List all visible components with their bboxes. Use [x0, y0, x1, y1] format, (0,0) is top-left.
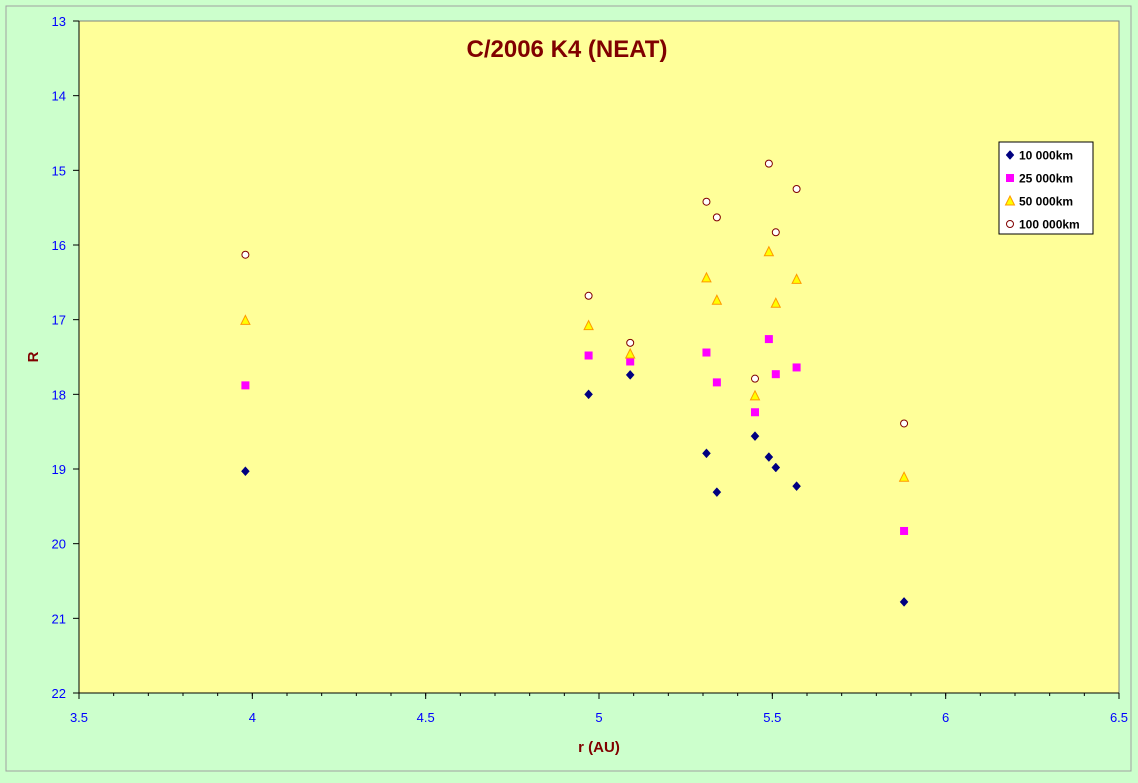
data-point	[626, 338, 635, 347]
series-2	[241, 335, 909, 535]
y-tick-label: 16	[52, 238, 66, 253]
data-point	[792, 363, 801, 372]
data-point	[764, 159, 773, 168]
y-tick-label: 21	[52, 611, 66, 626]
data-point	[584, 389, 593, 400]
data-point	[764, 452, 774, 462]
data-point	[771, 228, 780, 237]
data-point	[241, 250, 250, 259]
x-tick-label: 4	[249, 710, 256, 725]
series-3	[240, 245, 910, 482]
x-tick-label: 6	[942, 710, 949, 725]
data-point	[702, 448, 711, 459]
data-point	[241, 381, 250, 390]
legend-label: 100 000km	[1019, 218, 1080, 232]
legend-label: 25 000km	[1019, 172, 1073, 186]
data-point	[750, 431, 760, 442]
y-tick-label: 20	[52, 537, 66, 552]
y-tick-label: 19	[52, 462, 66, 477]
plot-area	[78, 20, 1120, 694]
data-point	[763, 245, 775, 257]
data-point	[792, 481, 801, 492]
data-point	[751, 374, 759, 383]
data-point	[624, 347, 636, 359]
series-layer	[240, 159, 910, 607]
data-point	[899, 597, 909, 607]
data-point	[583, 319, 594, 331]
data-point	[900, 526, 909, 535]
data-point	[625, 370, 635, 380]
y-axis-label: R	[25, 351, 42, 362]
data-point	[712, 487, 722, 498]
chart-title: C/2006 K4 (NEAT)	[467, 36, 668, 63]
data-point	[240, 314, 251, 325]
x-tick-label: 6.5	[1110, 710, 1128, 725]
x-tick-label: 5.5	[763, 710, 781, 725]
legend: 10 000km 25 000km 50 000km 100 000km	[998, 141, 1094, 235]
y-tick-label: 17	[52, 313, 66, 328]
legend-marker	[1005, 150, 1015, 160]
legend-box	[998, 141, 1094, 235]
data-point	[749, 389, 761, 401]
data-point	[626, 357, 635, 366]
data-point	[712, 378, 721, 387]
data-point	[702, 197, 711, 206]
y-tick-label: 14	[52, 89, 66, 104]
data-point	[771, 462, 781, 473]
data-point	[770, 297, 782, 308]
data-point	[712, 213, 721, 222]
data-point	[771, 370, 780, 379]
data-point	[701, 271, 712, 283]
x-tick-label: 5	[595, 710, 602, 725]
x-tick-label: 4.5	[417, 710, 435, 725]
y-tick-label: 18	[52, 387, 66, 402]
data-point	[792, 185, 801, 193]
data-point	[241, 466, 250, 477]
data-point	[702, 348, 711, 357]
legend-marker	[1006, 220, 1014, 228]
series-1	[241, 370, 909, 607]
data-point	[751, 408, 759, 417]
legend-label: 10 000km	[1019, 149, 1073, 163]
x-axis-label: r (AU)	[578, 739, 620, 756]
data-point	[898, 471, 910, 482]
legend-label: 50 000km	[1019, 195, 1073, 209]
data-point	[711, 294, 723, 305]
series-4	[241, 159, 909, 428]
data-point	[584, 291, 593, 300]
x-tick-label: 3.5	[70, 710, 88, 725]
data-point	[900, 419, 909, 428]
legend-marker	[1004, 194, 1016, 206]
y-tick-label: 15	[52, 163, 66, 178]
y-tick-label: 13	[52, 14, 66, 29]
data-point	[791, 273, 802, 284]
data-point	[584, 351, 593, 360]
legend-marker	[1006, 174, 1014, 182]
y-tick-label: 22	[52, 686, 66, 701]
axes: 3.5 4 4.5 5 5.5 6 6.5 13 14 15 16 17 18 19 20 21 22	[52, 14, 1129, 725]
data-point	[764, 335, 773, 344]
